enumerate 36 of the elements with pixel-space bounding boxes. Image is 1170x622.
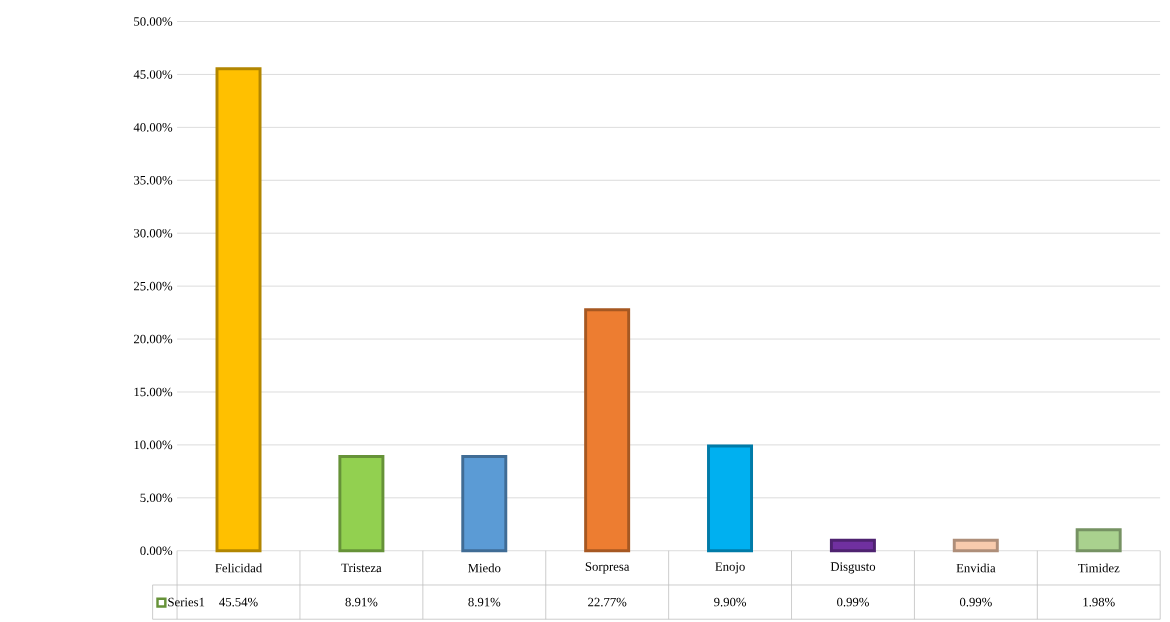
y-tick-label: 5.00% bbox=[140, 493, 173, 503]
bar bbox=[829, 538, 876, 553]
data-label: 9.90% bbox=[714, 597, 747, 607]
data-label: 22.77% bbox=[588, 597, 627, 607]
bar bbox=[1075, 528, 1122, 553]
y-tick-label: 30.00% bbox=[134, 228, 173, 238]
legend-label: Series1 bbox=[168, 597, 205, 607]
data-label: 0.99% bbox=[959, 597, 992, 607]
data-label: 45.54% bbox=[219, 597, 258, 607]
data-label: 8.91% bbox=[345, 597, 378, 607]
y-tick-label: 35.00% bbox=[134, 175, 173, 185]
data-label: 0.99% bbox=[837, 597, 869, 607]
bar bbox=[461, 454, 508, 553]
x-tick-label: Tristeza bbox=[341, 563, 382, 573]
y-tick-label: 10.00% bbox=[134, 440, 173, 450]
y-tick-label: 0.00% bbox=[140, 546, 173, 555]
data-label: 1.98% bbox=[1083, 597, 1115, 607]
x-tick-label: Enojo bbox=[715, 562, 745, 574]
x-tick-label: Sorpresa bbox=[585, 562, 630, 574]
y-tick-label: 45.00% bbox=[133, 70, 173, 79]
x-tick-label: Disgusto bbox=[830, 562, 876, 574]
y-tick-label: 25.00% bbox=[133, 281, 173, 291]
bar bbox=[952, 538, 999, 553]
x-tick-label: Miedo bbox=[468, 563, 501, 573]
y-tick-label: 40.00% bbox=[133, 122, 173, 132]
x-tick-label: Envidia bbox=[956, 563, 996, 573]
bar bbox=[338, 454, 385, 553]
bar bbox=[215, 67, 262, 553]
x-tick-label: Timidez bbox=[1078, 563, 1120, 573]
x-tick-label: Felicidad bbox=[215, 563, 263, 573]
y-tick-label: 15.00% bbox=[134, 387, 173, 397]
y-tick-label: 20.00% bbox=[133, 334, 173, 344]
y-tick-label: 50.00% bbox=[134, 17, 173, 26]
data-label: 8.91% bbox=[468, 597, 501, 607]
bar bbox=[584, 308, 631, 553]
bar bbox=[707, 444, 754, 553]
